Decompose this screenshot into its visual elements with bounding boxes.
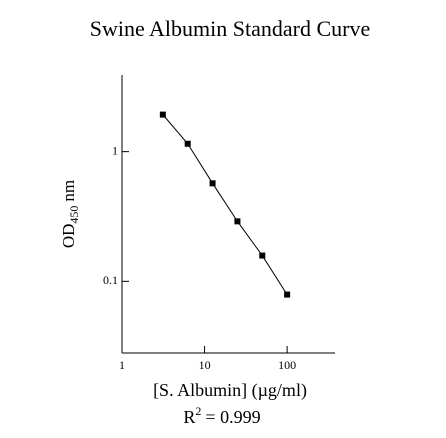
x-tick-label: 1 (119, 358, 125, 372)
y-label-subscript: 450 (67, 206, 81, 224)
annotation-value: = 0.999 (205, 407, 260, 427)
y-tick-label: 1 (112, 143, 118, 157)
data-point (234, 218, 241, 225)
x-tick-label: 10 (199, 358, 211, 372)
series-line (162, 114, 288, 295)
data-point (259, 252, 266, 259)
y-label-base: OD (59, 224, 78, 249)
data-point (284, 291, 291, 298)
annotation: R2 = 0.999 (183, 404, 260, 427)
y-label-unit: nm (59, 180, 78, 202)
data-point (184, 140, 191, 147)
x-axis-label: [S. Albumin] (µg/ml) (153, 380, 307, 401)
data-point (159, 111, 166, 118)
y-axis-label: OD450 nm (59, 180, 81, 248)
annotation-superscript: 2 (195, 404, 201, 418)
y-tick-label: 0.1 (103, 273, 118, 287)
x-tick-label: 100 (278, 358, 296, 372)
annotation-base: R (183, 407, 195, 427)
data-point (209, 180, 216, 187)
chart-title: Swine Albumin Standard Curve (90, 16, 370, 41)
